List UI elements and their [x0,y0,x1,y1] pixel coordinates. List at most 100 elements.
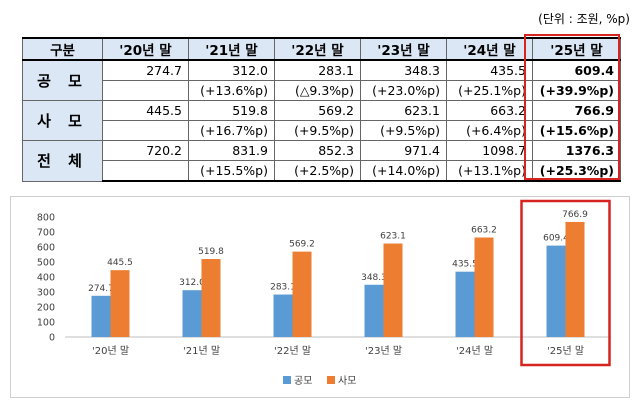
bar-public [455,271,475,337]
data-table: 구분 '20년 말 '21년 말 '22년 말 '23년 말 '24년 말 '2… [22,37,621,182]
bar-chart-panel: 0 100 200 300 400 500 600 700 800 274.7 445.5 '20년 … [10,196,630,398]
x-tick-label: '22년 말 [274,345,311,357]
table-cell-change: (△9.3%p) [274,80,361,101]
table-cell-change: (+9.5%p) [360,120,447,141]
y-tick-label: 700 [37,228,55,239]
table-cell-value: 519.8 [188,100,275,121]
bar-private [383,243,403,337]
table-cell-value-2025: 1376.3 [532,140,621,161]
table-row-change: (+13.6%p) (△9.3%p) (+23.0%p) (+25.1%p) (… [23,80,621,101]
legend-label: 사모 [338,375,356,387]
table-cell-value: 283.1 [274,59,361,81]
bar-value-label: 348.3 [361,273,387,283]
table-cell-value: 348.3 [360,59,447,81]
table-cell-change: (+25.1%p) [446,80,533,101]
bar-public [91,295,111,337]
bar-private [201,259,221,337]
bar-public [182,290,202,337]
table-row-change: (+16.7%p) (+9.5%p) (+9.5%p) (+6.4%p) (+1… [23,120,621,141]
bar-value-label: 519.8 [198,247,224,257]
legend-swatch [327,376,335,384]
x-tick-label: '20년 말 [92,345,129,357]
table-header-year: '24년 말 [446,37,533,61]
table-cell-value: 831.9 [188,140,275,161]
bar-value-label: 445.5 [107,258,133,268]
table-cell-change [102,120,189,141]
row-label-private: 사 모 [22,100,103,141]
table-cell-change: (+13.1%p) [446,160,533,182]
y-tick-label: 500 [37,258,55,269]
y-tick-label: 400 [37,273,55,284]
table-cell-change-2025: (+15.6%p) [532,120,621,141]
table-cell-change: (+13.6%p) [188,80,275,101]
table-cell-value: 274.7 [102,59,189,81]
table-cell-value: 971.4 [360,140,447,161]
table-header-year: '25년 말 [532,37,621,61]
y-tick-label: 800 [37,213,55,224]
bar-value-label: 609.4 [543,234,569,244]
table-header-year: '23년 말 [360,37,447,61]
table-cell-value-2025: 766.9 [532,100,621,121]
bar-public [364,284,384,337]
bar-chart: 0 100 200 300 400 500 600 700 800 274.7 445.5 '20년 … [37,199,611,387]
table-cell-value: 435.5 [446,59,533,81]
bar-public [546,245,566,337]
table-cell-change-2025: (+25.3%p) [532,160,621,182]
y-tick-label: 100 [37,318,55,329]
table-cell-change [102,80,189,101]
table-header-row: 구분 '20년 말 '21년 말 '22년 말 '23년 말 '24년 말 '2… [22,37,621,61]
table-cell-change: (+9.5%p) [274,120,361,141]
bar-value-label: 435.5 [452,260,478,270]
bar-value-label: 623.1 [380,232,406,242]
bar-value-label: 569.2 [289,240,315,250]
table-cell-change: (+14.0%p) [360,160,447,182]
table-cell-change: (+2.5%p) [274,160,361,182]
legend-swatch [283,376,291,384]
table-header-year: '22년 말 [274,37,361,61]
row-label-public: 공 모 [22,59,103,101]
x-tick-label: '24년 말 [456,345,493,357]
x-tick-label: '21년 말 [183,345,220,357]
bar-value-label: 312.0 [179,278,205,288]
bar-private [292,251,312,337]
table-row-change: (+15.5%p) (+2.5%p) (+14.0%p) (+13.1%p) (… [23,160,621,182]
y-tick-label: 300 [37,288,55,299]
bar-private [474,237,494,337]
table-cell-change-2025: (+39.9%p) [532,80,621,101]
bar-public [273,294,293,337]
table-cell-value: 312.0 [188,59,275,81]
bar-value-label: 766.9 [562,210,588,220]
y-tick-label: 600 [37,243,55,254]
x-tick-label: '23년 말 [365,345,402,357]
bar-private [565,221,585,337]
table-cell-change: (+6.4%p) [446,120,533,141]
chart-highlight-box-2025 [520,199,611,367]
table-header-year: '21년 말 [188,37,275,61]
row-label-total: 전 체 [22,140,103,182]
legend-label: 공모 [294,375,312,387]
table-cell-value: 663.2 [446,100,533,121]
bar-value-label: 283.1 [270,283,296,293]
table-cell-change [102,160,189,182]
table-cell-value: 445.5 [102,100,189,121]
table-row: 사 모 445.5 519.8 569.2 623.1 663.2 766.9 [22,100,621,141]
table-cell-change: (+15.5%p) [188,160,275,182]
table-row: 공 모 274.7 312.0 283.1 348.3 435.5 609.4 [22,59,621,101]
x-tick-label: '25년 말 [547,345,584,357]
table-header-year: '20년 말 [102,37,189,61]
table-cell-change: (+16.7%p) [188,120,275,141]
table-cell-change: (+23.0%p) [360,80,447,101]
table-cell-value: 852.3 [274,140,361,161]
table-cell-value-2025: 609.4 [532,59,621,81]
table-cell-value: 720.2 [102,140,189,161]
bar-value-label: 663.2 [471,226,497,236]
table-cell-value: 1098.7 [446,140,533,161]
unit-note: (단위 : 조원, %p) [538,12,630,26]
table-row: 전 체 720.2 831.9 852.3 971.4 1098.7 1376.… [22,140,621,182]
y-tick-label: 0 [49,333,55,344]
bar-value-label: 274.7 [88,284,114,294]
bar-private [110,270,130,337]
table-cell-value: 623.1 [360,100,447,121]
y-tick-label: 200 [37,303,55,314]
table-cell-value: 569.2 [274,100,361,121]
